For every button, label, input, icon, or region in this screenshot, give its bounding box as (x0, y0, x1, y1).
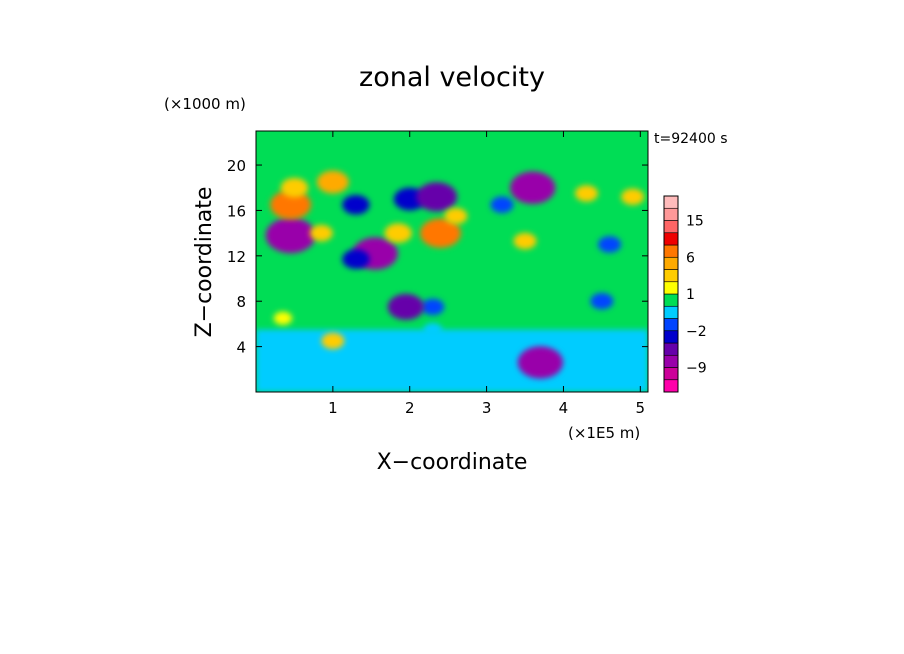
field-feature-22 (421, 298, 445, 316)
y-tick-label-4: 20 (227, 157, 246, 175)
x-tick-label-3: 4 (559, 399, 569, 417)
field-feature-11 (420, 218, 461, 248)
field-feature-14 (490, 196, 514, 213)
field-feature-23 (387, 293, 425, 320)
x-unit-label: (×1E5 m) (568, 424, 640, 442)
colorbar-label-1: 6 (686, 250, 695, 266)
y-axis-label: Z−coordinate (192, 187, 217, 338)
field-lower-band (256, 329, 648, 392)
colorbar-label-2: 1 (686, 287, 695, 303)
velocity-field (256, 131, 648, 392)
colorbar-swatch-0 (663, 379, 679, 393)
y-tick-label-3: 16 (227, 202, 246, 220)
x-tick-label-0: 1 (328, 399, 338, 417)
field-feature-19 (590, 293, 614, 310)
field-feature-16 (575, 185, 598, 202)
x-tick-label-2: 3 (482, 399, 492, 417)
colorbar-swatch-12 (663, 232, 679, 246)
x-axis-label: X−coordinate (377, 450, 528, 475)
x-tick-label-4: 5 (636, 399, 646, 417)
field-feature-17 (621, 188, 645, 206)
field-feature-18 (598, 236, 622, 253)
field-feature-24 (517, 346, 564, 379)
field-feature-3 (309, 224, 333, 242)
colorbar-label-3: −2 (686, 324, 707, 340)
colorbar-label-4: −9 (686, 361, 707, 377)
field-feature-13 (510, 171, 556, 204)
y-unit-label: (×1000 m) (164, 95, 246, 113)
y-tick-label-2: 12 (227, 248, 246, 266)
chart-title: zonal velocity (359, 62, 545, 93)
field-feature-0 (265, 217, 316, 254)
field-feature-8 (384, 223, 412, 243)
colorbar-swatch-8 (663, 281, 679, 295)
field-feature-5 (342, 194, 370, 215)
colorbar-swatch-11 (663, 244, 679, 258)
field-feature-1 (270, 190, 312, 220)
field-feature-15 (513, 232, 537, 250)
colorbar-swatch-15 (663, 195, 679, 209)
field-feature-12 (444, 207, 468, 225)
x-tick-label-1: 2 (405, 399, 415, 417)
field-feature-2 (280, 177, 309, 198)
colorbar-swatch-7 (663, 293, 679, 307)
field-feature-20 (423, 322, 443, 337)
y-axis: 4 8 12 16 20 (227, 157, 648, 357)
field-feature-4 (316, 170, 349, 194)
field-feature-25 (321, 332, 345, 350)
colorbar-swatch-13 (663, 220, 679, 234)
field-feature-7 (342, 249, 370, 270)
y-tick-label-1: 8 (236, 293, 246, 311)
x-axis: 1 2 3 4 5 (328, 131, 645, 417)
colorbar: 15 6 1 −2 −9 (663, 195, 707, 393)
colorbar-swatch-5 (663, 318, 679, 332)
plot-frame (255, 130, 649, 393)
colorbar-frame (663, 195, 679, 393)
colorbar-label-0: 15 (686, 214, 704, 230)
time-label: t=92400 s (654, 131, 728, 147)
y-tick-label-0: 4 (236, 339, 246, 357)
field-feature-10 (416, 182, 458, 212)
colorbar-swatch-1 (663, 367, 679, 381)
colorbar-swatch-4 (663, 330, 679, 344)
colorbar-swatch-9 (663, 269, 679, 283)
colorbar-swatch-14 (663, 207, 679, 221)
colorbar-swatch-2 (663, 354, 679, 368)
colorbar-swatch-6 (663, 305, 679, 319)
colorbar-swatch-3 (663, 342, 679, 356)
colorbar-swatch-10 (663, 256, 679, 270)
field-feature-21 (273, 311, 293, 325)
